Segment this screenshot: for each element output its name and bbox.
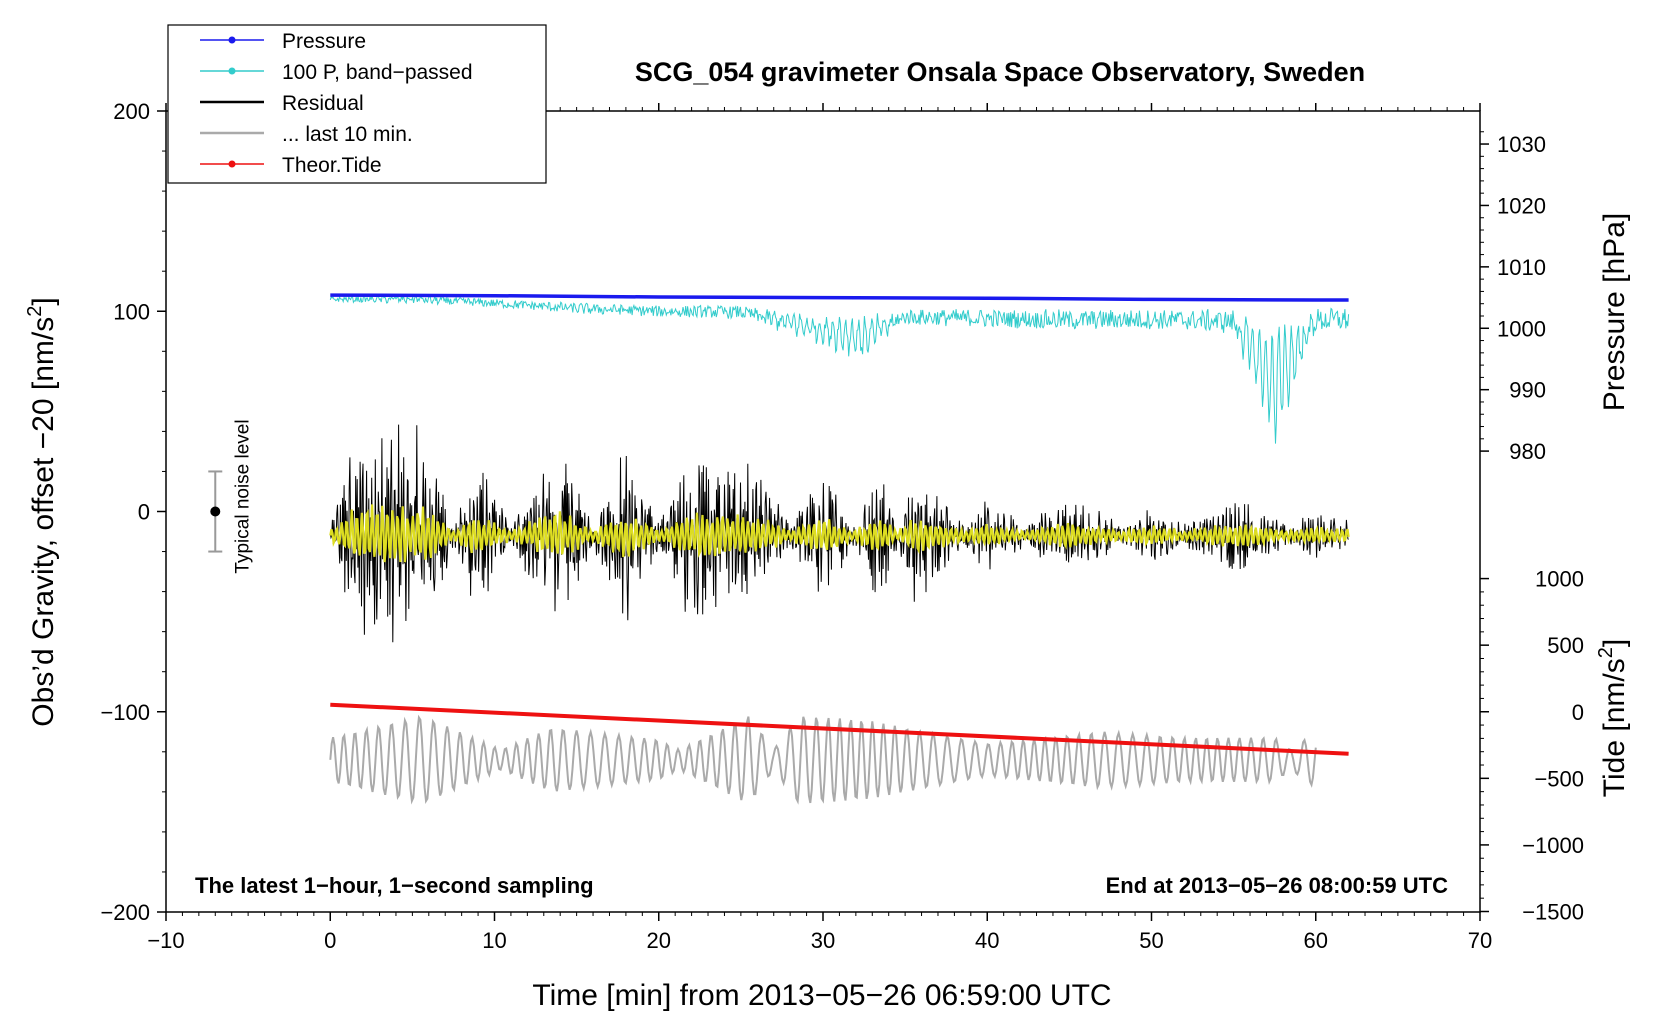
noise-level-label: Typical noise level <box>232 419 253 573</box>
tide-tick-label-2: 0 <box>1572 700 1584 725</box>
y-tick-label-left-3: −100 <box>100 700 150 725</box>
legend-entry-tide: Theor.Tide <box>200 154 382 177</box>
y-axis-title-tide-end: ] <box>1598 639 1631 647</box>
pressure-tick-label-1: 1020 <box>1497 193 1546 218</box>
tide-tick-label-1: 500 <box>1547 633 1584 658</box>
y-axis-title-left-text: Obs’d Gravity, offset −20 [nm/s <box>27 317 60 727</box>
series-residual <box>329 424 1349 643</box>
x-tick-label-3: 20 <box>647 928 671 953</box>
y-tick-label-left-1: 100 <box>113 299 150 324</box>
legend-entry-bandpassed: 100 P, band−passed <box>200 61 473 84</box>
legend-entry-last10: ... last 10 min. <box>200 123 413 146</box>
pressure-tick-label-3: 1000 <box>1497 316 1546 341</box>
data-series <box>329 293 1350 805</box>
x-tick-label-7: 60 <box>1304 928 1328 953</box>
y-tick-label-left-2: 0 <box>138 500 150 525</box>
y-axis-title-tide-text: Tide [nm/s <box>1598 658 1631 797</box>
tide-tick-label-4: −1000 <box>1522 833 1584 858</box>
y-axis-title-pressure: Pressure [hPa] <box>1598 213 1631 411</box>
legend-label-tide: Theor.Tide <box>282 154 382 177</box>
series-pressure <box>330 293 1349 302</box>
y-axis-title-tide-sup: 2 <box>1595 647 1617 658</box>
series-pressure-bandpassed <box>329 293 1350 444</box>
x-tick-label-0: −10 <box>147 928 184 953</box>
pressure-tick-label-4: 990 <box>1509 378 1546 403</box>
x-tick-label-5: 40 <box>975 928 999 953</box>
tide-tick-label-5: −1500 <box>1522 899 1584 924</box>
legend-entry-pressure: Pressure <box>200 30 366 53</box>
noise-level-point <box>210 506 221 517</box>
series-last-10-min <box>329 714 1317 805</box>
y-tick-label-left-4: −200 <box>100 900 150 925</box>
pressure-tick-label-5: 980 <box>1509 439 1546 464</box>
legend-marker-bandpassed <box>228 67 236 75</box>
series-theor-tide <box>330 702 1349 756</box>
annotation-end-time: End at 2013−05−26 08:00:59 UTC <box>1106 873 1449 898</box>
x-tick-label-2: 10 <box>482 928 506 953</box>
tide-tick-label-0: 1000 <box>1535 567 1584 592</box>
legend-label-bandpassed: 100 P, band−passed <box>282 61 473 84</box>
y-tick-label-left-0: 200 <box>113 99 150 124</box>
x-tick-label-1: 0 <box>324 928 336 953</box>
tide-tick-label-3: −500 <box>1534 766 1584 791</box>
x-tick-label-4: 30 <box>811 928 835 953</box>
series-residual-smoothed <box>329 504 1350 563</box>
pressure-tick-label-0: 1030 <box>1497 132 1546 157</box>
legend-box <box>167 24 547 184</box>
legend: Pressure 100 P, band−passed Residual ...… <box>167 24 547 184</box>
legend-label-pressure: Pressure <box>282 30 366 53</box>
y-axis-title-tide: Tide [nm/s2] <box>1595 639 1631 797</box>
y-axis-title-left: Obs’d Gravity, offset −20 [nm/s2] <box>24 297 60 726</box>
x-tick-label-8: 70 <box>1468 928 1492 953</box>
annotation-sampling: The latest 1−hour, 1−second sampling <box>195 873 594 898</box>
pressure-tick-label-2: 1010 <box>1497 255 1546 280</box>
legend-label-last10: ... last 10 min. <box>282 123 413 146</box>
y-axis-title-left-end: ] <box>27 297 60 305</box>
noise-level-indicator: Typical noise level <box>208 419 253 574</box>
x-tick-label-6: 50 <box>1139 928 1163 953</box>
axis-ticks: −10 0 10 20 30 40 50 60 702001000−100−2001030102… <box>100 99 1584 953</box>
legend-entry-residual: Residual <box>200 92 364 115</box>
legend-marker-pressure <box>228 36 236 44</box>
legend-marker-tide <box>228 160 236 168</box>
x-axis-title: Time [min] from 2013−05−26 06:59:00 UTC <box>532 979 1111 1012</box>
chart-title: SCG_054 gravimeter Onsala Space Observat… <box>635 57 1365 87</box>
legend-label-residual: Residual <box>282 92 364 115</box>
y-axis-title-left-sup: 2 <box>24 306 46 317</box>
